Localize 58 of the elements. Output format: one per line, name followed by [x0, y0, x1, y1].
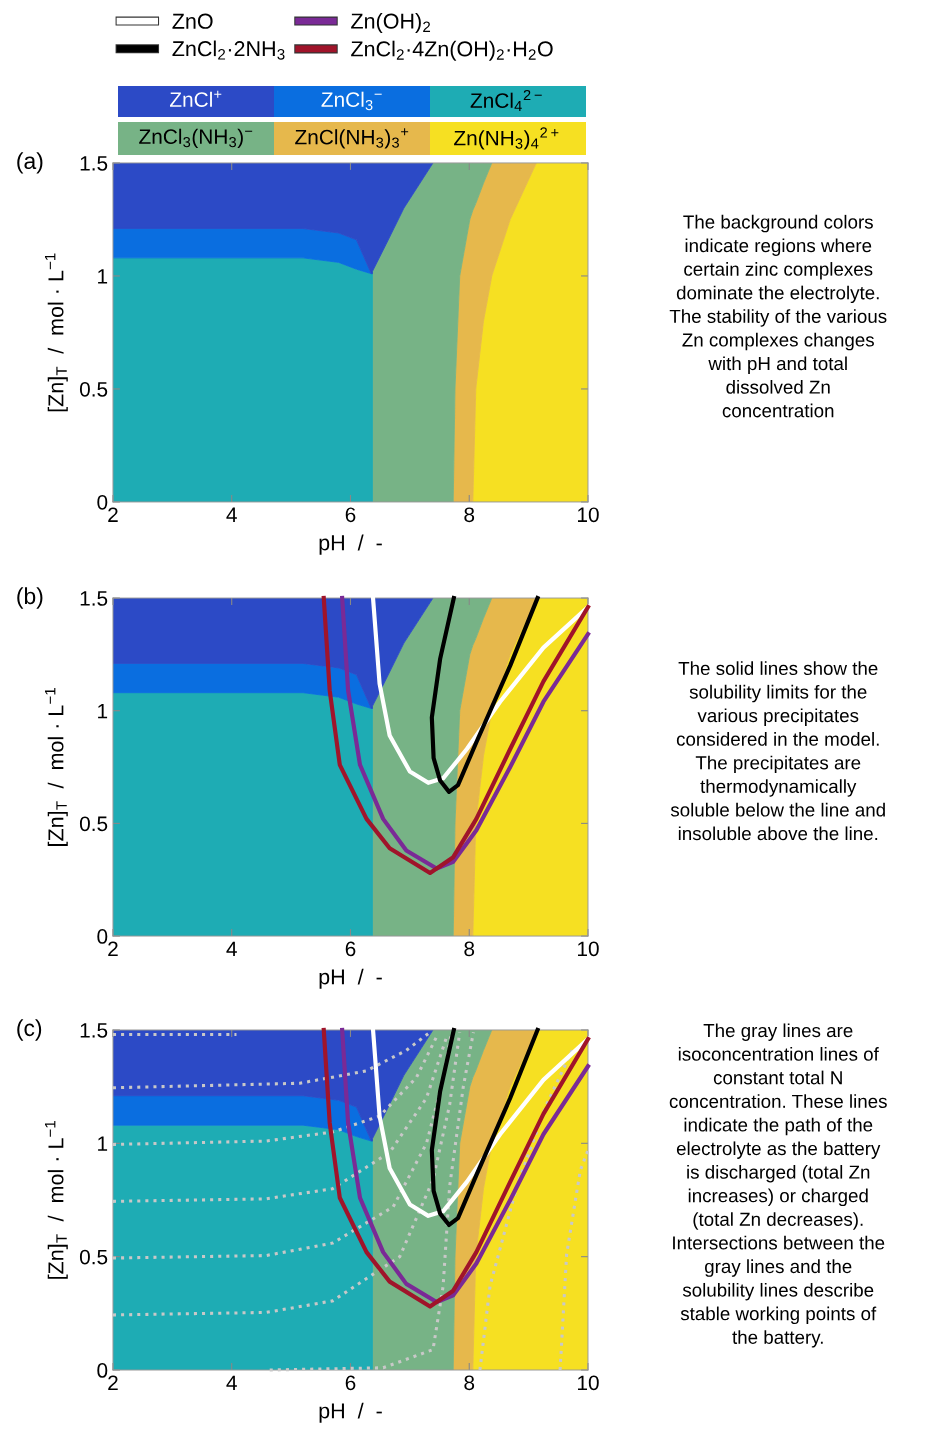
y-tick-label: 0 — [97, 929, 108, 944]
y-tick-label: 0.5 — [79, 816, 108, 832]
x-tick-label: 10 — [578, 941, 599, 957]
x-tick-label: 4 — [226, 1375, 237, 1390]
x-tick-label: 6 — [345, 941, 356, 957]
line-series — [268, 1030, 475, 1372]
x-tick-label: 6 — [345, 507, 356, 523]
text: ZnCl$_{4}$$^{2−}$ — [470, 89, 542, 112]
x-tick-label: 10 — [578, 1375, 599, 1391]
x-tick-label: 8 — [464, 507, 475, 523]
y-tick-label: 0.5 — [79, 381, 108, 397]
x-axis-title: pH / - — [319, 968, 382, 989]
y-tick-label: 1.5 — [80, 591, 108, 606]
y-tick-label: 0.5 — [79, 1249, 108, 1265]
line-series — [429, 1027, 540, 1228]
y-axis-title: [Zn]$_{T}$ / mol · L$^{−1}$ — [44, 688, 68, 846]
x-tick-label: 8 — [464, 1375, 475, 1391]
text: The solid lines show the solubility limits for the various precipitates considered in the model. The precipitates are thermodynamically soluble below the line and insoluble above the line. — [670, 661, 885, 841]
line-series — [370, 595, 591, 785]
line-series — [370, 1027, 591, 1218]
text: The background colors indicate regions where certain zinc complexes dominate the electrolyte. The stability of the various Zn complexes changes with pH and total dissolved Zn concentration — [669, 214, 887, 418]
line-series — [111, 1035, 449, 1203]
y-axis-title: [Zn]$_{T}$ / mol · L$^{−1}$ — [44, 1121, 68, 1279]
y-axis-title: [Zn]$_{T}$ / mol · L$^{−1}$ — [44, 253, 68, 412]
y-tick-label: 1.5 — [80, 156, 108, 171]
line-series — [111, 1030, 432, 1090]
x-tick-label: 2 — [108, 507, 118, 522]
x-tick-label: 2 — [108, 941, 118, 957]
text: (b) — [17, 587, 43, 609]
x-tick-label: 10 — [578, 507, 599, 523]
text: ZnCl$_{3}$$^{−}$ — [321, 91, 382, 111]
x-tick-label: 8 — [464, 941, 475, 957]
text: ZnCl$_{3}$(NH$_{3}$)$^{−}$ — [139, 128, 253, 149]
y-tick-label: 1 — [98, 703, 108, 719]
x-tick-label: 4 — [226, 507, 237, 522]
y-tick-label: 0 — [97, 494, 108, 510]
x-axis-title: pH / - — [319, 1402, 382, 1423]
y-tick-label: 1 — [98, 269, 108, 284]
legend-label: Zn(OH)$_{2}$ — [351, 12, 431, 33]
text: ZnCl$^{+}$ — [169, 90, 222, 107]
line-series — [111, 1030, 462, 1317]
text: ZnCl(NH$_{3}$)$_{3}$$^{+}$ — [295, 128, 409, 149]
x-tick-label: 4 — [226, 941, 237, 957]
legend-label: ZnCl$_{2}$·2NH$_{3}$ — [172, 40, 285, 60]
x-tick-label: 2 — [108, 1375, 118, 1390]
x-tick-label: 6 — [345, 1375, 356, 1391]
text: (a) — [17, 152, 43, 174]
x-axis-title: pH / - — [319, 534, 382, 555]
text: (c) — [17, 1019, 42, 1041]
y-tick-label: 0 — [97, 1363, 108, 1378]
y-tick-label: 1 — [98, 1136, 108, 1151]
series-label: Zn(NH$_{3}$)$_{4}$$^{2+}$ — [454, 127, 559, 150]
line-series — [429, 595, 540, 794]
text: The gray lines are isoconcentration lines of constant total N concentration. These lines indicate the path of the electrolyte as the battery is discharged (total Zn increases) or charged (total Zn decreases). Intersections between the gray lines and the solubility lines describe stable working points of the battery. — [669, 1023, 887, 1348]
y-tick-label: 1.5 — [80, 1023, 108, 1038]
line-series — [558, 1148, 590, 1372]
legend-label: ZnCl$_{2}$·4Zn(OH)$_{2}$·H$_{2}$O — [351, 40, 553, 61]
legend-label: ZnO — [172, 13, 213, 29]
